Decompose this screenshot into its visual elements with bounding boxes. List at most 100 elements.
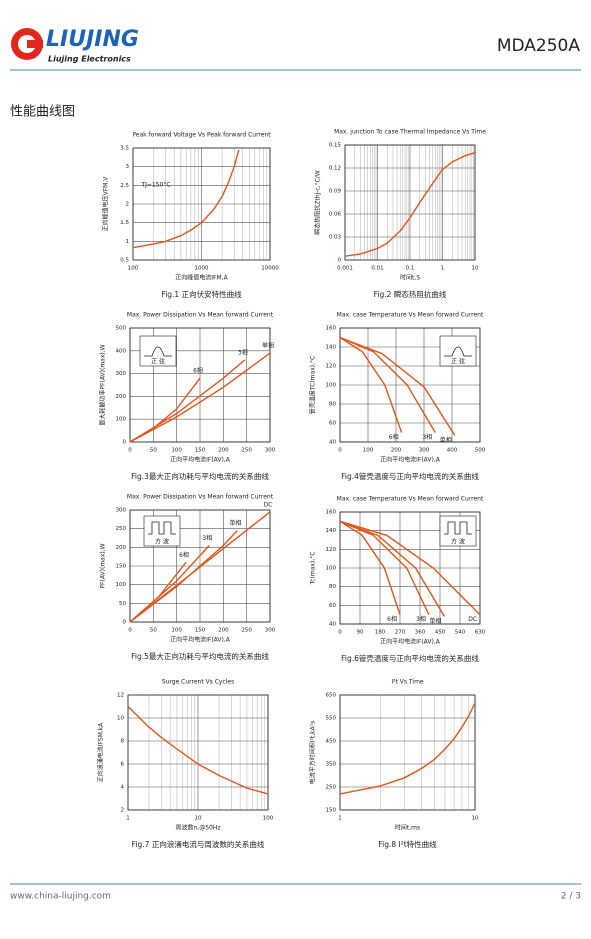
y-tick-label: 650 — [326, 693, 337, 699]
y-tick-label: 0.15 — [329, 143, 342, 149]
x-tick-label: 360 — [415, 630, 426, 636]
x-axis-label: 周波数n,@50Hz — [175, 824, 220, 832]
plot-frame — [129, 327, 271, 443]
x-axis-label: 正向峰值电流IFM,A — [175, 274, 228, 282]
series-label: 单相 — [440, 436, 452, 444]
plot-frame — [132, 147, 271, 261]
x-tick-label: 0 — [338, 630, 342, 636]
x-tick-label: 10 — [472, 816, 479, 822]
y-tick-label: 300 — [116, 371, 127, 377]
x-axis-label: 时间t,ms — [395, 824, 420, 832]
x-axis-label: 正向平均电流IF(AV),A — [170, 636, 231, 644]
y-tick-label: 1 — [126, 239, 130, 245]
y-tick-label: 0.06 — [329, 212, 342, 218]
y-tick-label: 8 — [121, 739, 125, 745]
y-tick-label: 140 — [326, 528, 337, 534]
y-tick-label: 250 — [326, 785, 337, 791]
chart-title: Max. case Temperature Vs Mean forward Cu… — [337, 496, 484, 503]
y-tick-label: 12 — [117, 693, 124, 699]
series-line — [339, 520, 446, 617]
inset-box — [439, 515, 477, 547]
x-tick-label: 100 — [171, 628, 182, 634]
chart-caption: Fig.4管壳温度与正向平均电流的关系曲线 — [341, 471, 479, 481]
y-tick-label: 3.5 — [120, 146, 129, 152]
inset-waveform — [148, 521, 176, 535]
x-tick-label: 630 — [475, 630, 486, 636]
annotation: 正 弦 — [151, 358, 165, 366]
model: MDA250A — [497, 36, 581, 56]
series-label: 单相 — [429, 617, 441, 625]
series-label: 3相 — [202, 534, 212, 542]
x-tick-label: 200 — [391, 448, 402, 454]
x-tick-label: 200 — [218, 448, 229, 454]
x-tick-label: 10000 — [261, 266, 279, 272]
plot-frame — [339, 511, 481, 625]
plot-frame — [339, 694, 476, 811]
x-tick-label: 300 — [265, 448, 276, 454]
x-tick-label: 0 — [128, 628, 132, 634]
chart-caption: Fig.5最大正向功耗与平均电流的关系曲线 — [131, 651, 269, 661]
x-tick-label: 540 — [455, 630, 466, 636]
y-tick-label: 0.03 — [329, 235, 342, 241]
x-tick-label: 1 — [441, 266, 445, 272]
x-tick-label: 0 — [338, 448, 342, 454]
x-tick-label: 50 — [150, 628, 157, 634]
chart-title: Surge Current Vs Cycles — [162, 679, 234, 686]
y-tick-label: 200 — [116, 545, 127, 551]
series-label: 单相 — [229, 519, 241, 527]
y-tick-label: 80 — [329, 584, 336, 590]
y-tick-label: 140 — [326, 345, 337, 351]
series-line — [129, 511, 271, 623]
chart-caption: Fig.6管壳温度与正向平均电流的关系曲线 — [341, 653, 479, 663]
annotation: 方 波 — [155, 538, 169, 546]
chart-title: Max. case Temperature Vs Mean forward Cu… — [337, 312, 484, 319]
series-line — [339, 336, 456, 436]
y-tick-label: 400 — [116, 348, 127, 354]
x-tick-label: 0 — [128, 448, 132, 454]
y-axis-label: 瞬态热阻抗Zthj-c,°C/W — [314, 170, 322, 235]
y-tick-label: 0 — [338, 258, 342, 264]
y-tick-label: 200 — [116, 394, 127, 400]
chart-caption: Fig.8 I²t特性曲线 — [378, 839, 437, 849]
y-tick-label: 60 — [329, 603, 336, 609]
footer-page: 2 / 3 — [561, 892, 581, 902]
plot-frame — [127, 694, 269, 811]
y-tick-label: 80 — [329, 402, 336, 408]
x-tick-label: 1000 — [195, 266, 209, 272]
y-tick-label: 350 — [326, 762, 337, 768]
y-tick-label: 100 — [326, 566, 337, 572]
x-tick-label: 50 — [150, 448, 157, 454]
plot-frame — [129, 509, 271, 623]
y-tick-label: 10 — [117, 716, 124, 722]
x-tick-label: 0.001 — [337, 266, 353, 272]
y-axis-label: 正向浪涌电流IFSM,kA — [97, 722, 105, 782]
series-line — [339, 520, 430, 616]
y-tick-label: 0 — [123, 440, 127, 446]
y-tick-label: 150 — [326, 808, 337, 814]
series-label: 6相 — [179, 551, 189, 559]
inset-waveform — [444, 521, 472, 535]
footer-url: www.china-liujing.com — [10, 892, 111, 902]
series-label: 6相 — [387, 615, 397, 623]
x-tick-label: 10 — [472, 266, 479, 272]
y-axis-label: 正向峰值电压VFM,V — [102, 176, 110, 232]
y-axis-label: 管壳温度TC(max),°C — [309, 356, 317, 414]
y-tick-label: 160 — [326, 326, 337, 332]
y-tick-label: 3 — [126, 164, 130, 170]
y-tick-label: 100 — [116, 582, 127, 588]
y-tick-label: 0 — [123, 620, 127, 626]
annotation: TJ=150°C — [140, 182, 170, 189]
chart-caption: Fig.2 瞬态热阻抗曲线 — [374, 289, 447, 299]
series-line — [344, 152, 476, 257]
series-line — [129, 377, 201, 443]
inset-box — [139, 335, 177, 367]
x-tick-label: 150 — [195, 628, 206, 634]
y-tick-label: 160 — [326, 510, 337, 516]
x-tick-label: 100 — [263, 816, 274, 822]
inset-box — [143, 515, 181, 547]
x-tick-label: 10 — [195, 816, 202, 822]
y-tick-label: 300 — [116, 508, 127, 514]
x-axis-label: 正向平均电流IF(AV),A — [380, 456, 441, 464]
x-tick-label: 500 — [475, 448, 486, 454]
